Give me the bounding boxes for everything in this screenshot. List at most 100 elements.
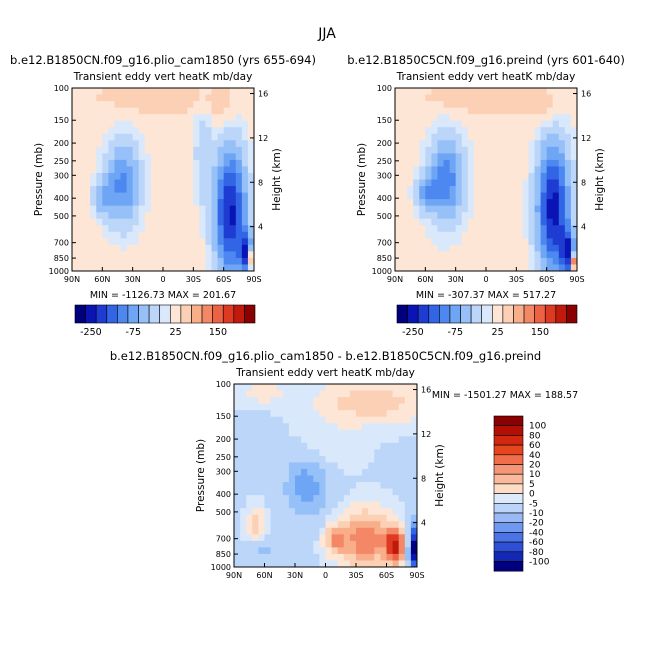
heatmap-cell	[313, 397, 320, 405]
heatmap-cell	[343, 423, 351, 431]
colorbar-label: -40	[529, 528, 544, 538]
heatmap-cell	[413, 212, 420, 220]
heatmap-cell	[313, 540, 320, 548]
heatmap-cell	[120, 153, 127, 161]
heatmap-cell	[337, 468, 345, 476]
heatmap-cell	[337, 560, 345, 568]
heatmap-cell	[102, 114, 109, 122]
heatmap-cell	[449, 107, 457, 115]
heatmap-cell	[114, 264, 121, 272]
heatmap-cell	[492, 166, 499, 174]
heatmap-cell	[229, 251, 237, 259]
heatmap-cell	[217, 101, 225, 109]
heatmap-cell	[534, 244, 541, 252]
heatmap-cell	[492, 94, 499, 102]
heatmap-cell	[102, 264, 109, 272]
heatmap-cell	[362, 397, 369, 405]
heatmap-cell	[410, 416, 418, 424]
heatmap-cell	[552, 218, 560, 226]
heatmap-cell	[443, 153, 450, 161]
heatmap-cell	[319, 410, 326, 418]
heatmap-cell	[331, 495, 339, 503]
heatmap-cell	[392, 410, 400, 418]
heatmap-cell	[492, 159, 499, 167]
heatmap-cell	[132, 192, 140, 200]
heatmap-cell	[564, 140, 572, 148]
heatmap-cell	[102, 140, 109, 148]
heatmap-cell	[486, 218, 493, 226]
heatmap-cell	[479, 114, 487, 122]
heatmap-cell	[540, 172, 548, 180]
heatmap-cell	[398, 540, 406, 548]
heatmap-cell	[276, 416, 284, 424]
heatmap-cell	[528, 231, 535, 239]
heatmap-cell	[78, 107, 85, 115]
stats-label: MIN = -1126.73 MAX = 201.67	[90, 290, 236, 301]
heatmap-cell	[473, 186, 481, 193]
heatmap-cell	[282, 521, 290, 529]
heatmap-cell	[156, 244, 164, 252]
heatmap-cell	[449, 192, 457, 200]
heatmap-cell	[374, 436, 381, 444]
heatmap-cell	[516, 186, 523, 193]
heatmap-cell	[240, 495, 247, 503]
heatmap-cell	[295, 410, 302, 418]
heatmap-cell	[246, 429, 253, 437]
heatmap-cell	[223, 257, 231, 265]
heatmap-cell	[72, 101, 79, 109]
heatmap-cell	[504, 153, 511, 161]
heatmap-cell	[343, 403, 351, 411]
heatmap-cell	[504, 94, 511, 102]
heatmap-cell	[150, 231, 158, 239]
heatmap-cell	[461, 186, 469, 193]
colorbar-label: 25	[170, 327, 182, 338]
run-title: b.e12.B1850CN.f09_g16.plio_cam1850 - b.e…	[110, 349, 541, 363]
heatmap-cell	[437, 244, 444, 252]
heatmap-cell	[510, 231, 517, 239]
heatmap-cell	[169, 94, 176, 102]
heatmap-cell	[540, 127, 548, 135]
heatmap-cell	[313, 442, 320, 450]
heatmap-cell	[138, 107, 146, 115]
colorbar-label: 5	[529, 480, 535, 490]
heatmap-cell	[479, 127, 487, 135]
heatmap-cell	[449, 146, 457, 154]
colorbar-label: -20	[529, 519, 544, 529]
heatmap-cell	[78, 179, 85, 187]
heatmap-cell	[217, 94, 225, 102]
heatmap-cell	[510, 153, 517, 161]
heatmap-cell	[479, 120, 487, 128]
heatmap-cell	[510, 264, 517, 272]
heatmap-cell	[449, 225, 457, 233]
heatmap-cell	[199, 94, 206, 102]
heatmap-cell	[419, 199, 426, 207]
heatmap-cell	[217, 212, 225, 220]
heatmap-cell	[392, 553, 400, 561]
heatmap-cell	[401, 257, 408, 265]
heatmap-cell	[395, 251, 402, 259]
heatmap-cell	[368, 429, 375, 437]
heatmap-cell	[534, 218, 541, 226]
y-tick-label: 250	[377, 157, 392, 166]
heatmap-cell	[546, 238, 554, 246]
heatmap-cell	[217, 107, 225, 115]
heatmap-cell	[241, 218, 249, 226]
heatmap-cell	[419, 231, 426, 239]
heatmap-cell	[404, 436, 412, 444]
heatmap-cell	[90, 199, 97, 207]
heatmap-cell	[84, 231, 91, 239]
heatmap-cell	[102, 101, 109, 109]
heatmap-cell	[72, 218, 79, 226]
heatmap-cell	[540, 133, 548, 141]
heatmap-cell	[498, 238, 505, 246]
heatmap-cell	[235, 205, 243, 213]
heatmap-cell	[223, 153, 231, 161]
heatmap-cell	[510, 133, 517, 141]
heatmap-cell	[479, 186, 487, 193]
heatmap-cell	[307, 423, 314, 431]
heatmap-cell	[270, 455, 278, 463]
heatmap-cell	[181, 159, 188, 167]
heatmap-cell	[425, 186, 432, 193]
heatmap-cell	[229, 127, 237, 135]
heatmap-cell	[362, 449, 369, 457]
